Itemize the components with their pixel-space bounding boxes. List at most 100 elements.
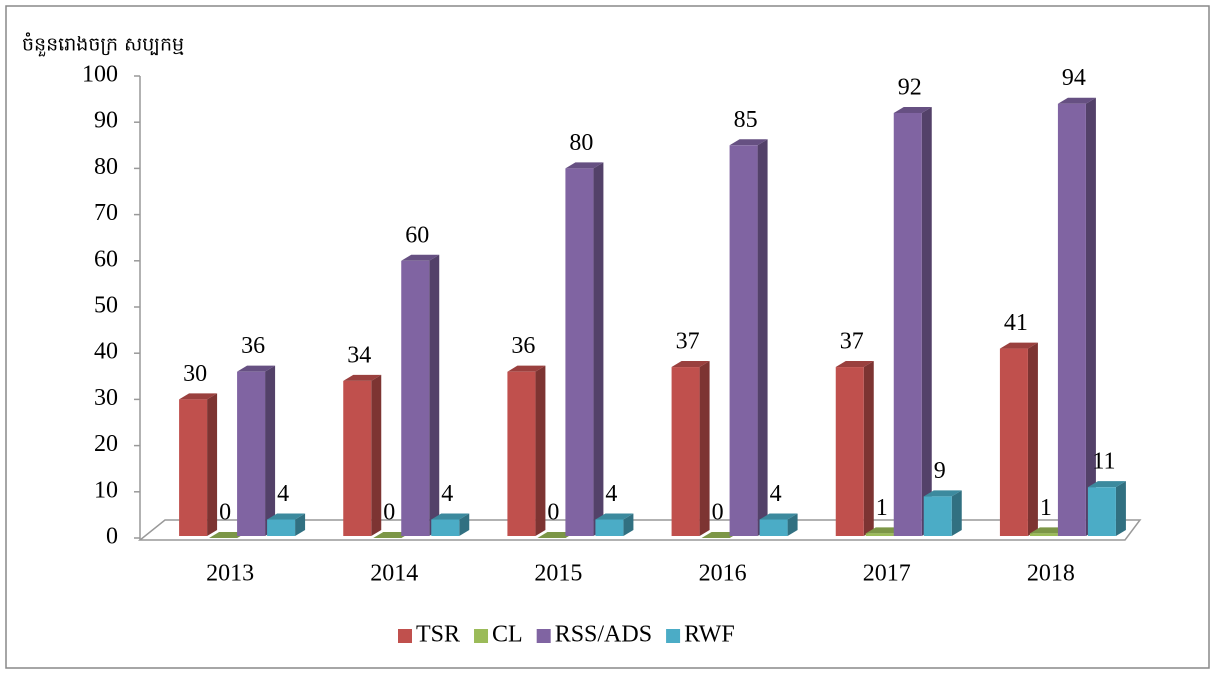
bar-side <box>295 513 306 536</box>
bar-side <box>951 490 962 536</box>
bar-top <box>267 513 306 520</box>
bar <box>999 342 1038 536</box>
bar <box>671 361 710 536</box>
bar-front <box>565 168 594 536</box>
legend-swatch <box>474 629 489 643</box>
x-tick-label: 2013 <box>206 561 254 587</box>
bar-front <box>431 519 460 536</box>
bar <box>179 393 218 536</box>
bar-top <box>893 106 932 113</box>
bar-side <box>459 513 470 536</box>
bar <box>923 490 962 536</box>
bar-side <box>1027 342 1038 536</box>
y-tick-label: 40 <box>94 339 118 365</box>
bar-top <box>237 365 276 372</box>
bar <box>565 162 604 536</box>
data-label: 0 <box>712 500 724 526</box>
bar-side <box>265 365 276 536</box>
bar-side <box>699 361 710 536</box>
y-tick-label: 0 <box>106 524 118 550</box>
data-label: 1 <box>1040 495 1052 521</box>
bar-top <box>343 374 382 381</box>
bar <box>507 365 546 536</box>
bar-front <box>865 533 894 536</box>
bar-top <box>999 342 1038 349</box>
y-tick-label: 10 <box>94 477 118 503</box>
bar-front <box>595 519 624 536</box>
bar <box>1087 481 1126 536</box>
bar-side <box>207 393 218 536</box>
bar-side <box>535 365 546 536</box>
data-label: 9 <box>934 458 946 484</box>
data-label: 4 <box>277 481 289 507</box>
bar-top <box>179 393 218 400</box>
bar-top <box>1057 97 1096 104</box>
data-label: 0 <box>383 500 395 526</box>
bar <box>1057 97 1096 536</box>
bar-front <box>179 399 208 536</box>
y-tick-label: 90 <box>94 108 118 134</box>
legend-label: RWF <box>684 622 735 648</box>
legend-swatch <box>536 629 551 643</box>
bar-top <box>671 361 710 368</box>
legend-swatch <box>398 629 412 643</box>
bar-top <box>431 513 470 520</box>
bar <box>835 361 874 536</box>
y-tick-label: 100 <box>82 62 118 88</box>
data-label: 92 <box>898 74 922 100</box>
data-label: 37 <box>676 329 700 355</box>
bar-top <box>595 513 634 520</box>
bar-top <box>729 139 768 146</box>
bar-front <box>1057 103 1086 536</box>
data-label: 37 <box>840 329 864 355</box>
bar-front <box>923 496 952 536</box>
bar-front <box>1087 487 1116 536</box>
data-label: 34 <box>347 342 371 368</box>
bar-front <box>759 519 788 536</box>
bar-side <box>1115 481 1126 536</box>
bar-side <box>863 361 874 536</box>
y-axis-label: ចំនួនរោងចក្រ សប្បកម្ម <box>22 32 184 58</box>
legend-label: TSR <box>416 622 460 648</box>
bar-front <box>893 112 922 537</box>
data-label: 30 <box>183 361 207 387</box>
legend-label: CL <box>492 622 523 648</box>
bar <box>267 513 306 536</box>
data-label: 0 <box>219 500 231 526</box>
bar-top <box>835 361 874 368</box>
bar-top <box>759 513 798 520</box>
bar-side <box>593 162 604 536</box>
x-tick-label: 2018 <box>1027 561 1075 587</box>
data-label: 41 <box>1004 310 1028 336</box>
bar-top <box>923 490 962 497</box>
x-tick-label: 2016 <box>699 561 747 587</box>
data-label: 11 <box>1092 449 1115 475</box>
bar-top <box>565 162 604 169</box>
bar-side <box>921 106 932 537</box>
bar <box>401 254 440 537</box>
bar-front <box>729 145 758 537</box>
bar-front <box>267 519 296 536</box>
y-tick-label: 60 <box>94 246 118 272</box>
legend-label: RSS/ADS <box>555 622 652 648</box>
bar-side <box>757 139 768 537</box>
bar-front <box>343 380 372 536</box>
bar-side <box>623 513 634 536</box>
data-label: 4 <box>770 481 782 507</box>
bar-front <box>401 260 430 536</box>
bar-top <box>507 365 546 372</box>
x-tick-label: 2014 <box>370 561 418 587</box>
data-label: 60 <box>405 222 429 248</box>
data-label: 80 <box>569 130 593 156</box>
y-tick-label: 50 <box>94 293 118 319</box>
bar <box>237 365 276 536</box>
bar-side <box>371 374 382 536</box>
data-label: 4 <box>441 481 453 507</box>
bar-front <box>671 367 700 536</box>
data-label: 36 <box>511 333 535 359</box>
bar-top <box>401 254 440 261</box>
x-tick-label: 2017 <box>863 561 911 587</box>
bar <box>431 513 470 536</box>
y-tick-label: 70 <box>94 200 118 226</box>
